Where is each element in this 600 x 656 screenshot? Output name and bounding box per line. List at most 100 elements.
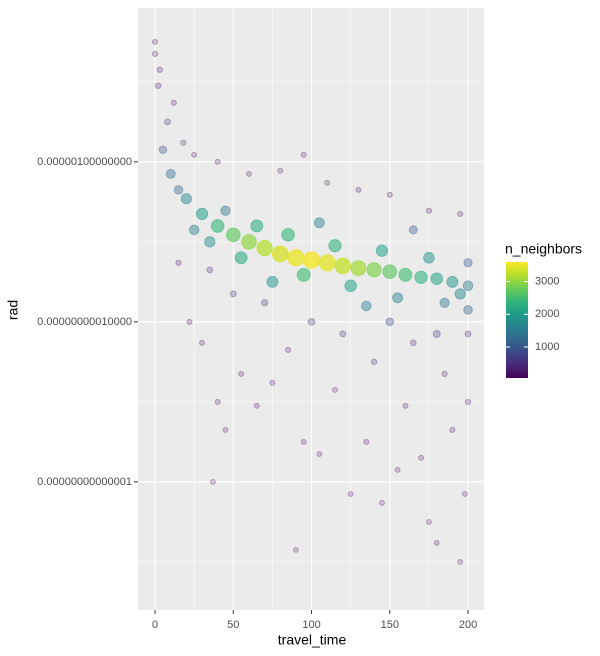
point xyxy=(334,257,352,275)
y-tick-label: 0.00000100000000 xyxy=(37,156,132,168)
point xyxy=(175,259,182,266)
point xyxy=(463,305,473,315)
point xyxy=(300,439,307,445)
point xyxy=(379,500,385,506)
point xyxy=(463,258,473,268)
y-tick-label: 0.00000000010000 xyxy=(37,316,132,328)
point xyxy=(300,151,307,158)
point xyxy=(164,118,171,126)
point xyxy=(402,402,409,409)
point xyxy=(363,439,370,445)
point xyxy=(441,370,448,378)
point xyxy=(454,288,466,300)
point xyxy=(430,272,444,285)
point xyxy=(332,386,338,393)
point xyxy=(241,234,257,250)
point xyxy=(246,170,252,177)
point xyxy=(426,519,432,525)
point xyxy=(256,239,273,257)
point xyxy=(313,217,325,229)
point xyxy=(170,99,177,106)
point xyxy=(464,398,472,406)
point xyxy=(432,330,441,338)
point xyxy=(446,275,459,288)
x-tick-label: 0 xyxy=(152,619,158,631)
point xyxy=(188,224,200,236)
point xyxy=(210,219,225,233)
point xyxy=(318,254,336,272)
point xyxy=(409,339,417,347)
point xyxy=(462,280,474,292)
x-tick-label: 50 xyxy=(227,619,239,631)
point xyxy=(464,330,472,338)
point xyxy=(316,451,323,457)
point xyxy=(449,426,456,433)
point xyxy=(277,167,284,174)
point xyxy=(347,491,354,497)
point xyxy=(152,50,159,57)
point xyxy=(229,290,237,298)
point xyxy=(285,346,292,353)
point xyxy=(214,399,221,405)
point xyxy=(307,318,316,326)
point xyxy=(425,207,432,214)
point xyxy=(394,467,401,473)
point xyxy=(261,299,269,307)
point xyxy=(439,297,450,308)
point xyxy=(361,300,372,312)
x-tick-label: 150 xyxy=(381,619,399,631)
point xyxy=(433,540,440,546)
point xyxy=(180,139,187,146)
point xyxy=(328,239,342,253)
point xyxy=(398,267,413,282)
point xyxy=(418,454,425,461)
point xyxy=(152,38,159,45)
point xyxy=(253,402,260,409)
y-axis-title: rad xyxy=(5,300,21,320)
point xyxy=(392,292,404,304)
point xyxy=(180,193,192,205)
point xyxy=(457,559,464,565)
colorbar-label: 1000 xyxy=(535,341,559,353)
point xyxy=(214,158,221,165)
point xyxy=(385,317,395,327)
point xyxy=(457,210,464,217)
point xyxy=(158,145,168,155)
colorbar-label: 2000 xyxy=(535,308,559,320)
point xyxy=(156,66,163,73)
point xyxy=(154,82,162,89)
point xyxy=(296,267,311,282)
point xyxy=(386,191,393,198)
point xyxy=(186,318,193,325)
point xyxy=(204,236,216,248)
point xyxy=(199,339,205,346)
point xyxy=(220,205,231,216)
point xyxy=(191,151,198,158)
point xyxy=(281,228,295,242)
point xyxy=(287,249,305,267)
point xyxy=(165,168,176,179)
x-tick-label: 200 xyxy=(459,619,477,631)
point xyxy=(375,244,389,257)
colorbar xyxy=(506,262,528,378)
point xyxy=(238,371,245,377)
points xyxy=(152,38,474,565)
legend-title: n_neighbors xyxy=(505,241,582,257)
point xyxy=(355,186,362,193)
point xyxy=(210,479,216,485)
point xyxy=(366,262,382,278)
point xyxy=(206,266,214,274)
point xyxy=(293,547,299,553)
point xyxy=(302,251,321,269)
point xyxy=(408,225,418,235)
point xyxy=(350,260,367,277)
point xyxy=(226,227,241,243)
x-tick-label: 100 xyxy=(302,619,320,631)
point xyxy=(339,330,347,338)
point xyxy=(234,251,248,265)
point xyxy=(173,185,184,195)
point xyxy=(266,275,279,288)
point xyxy=(344,279,357,293)
colorbar-label: 3000 xyxy=(535,276,559,288)
